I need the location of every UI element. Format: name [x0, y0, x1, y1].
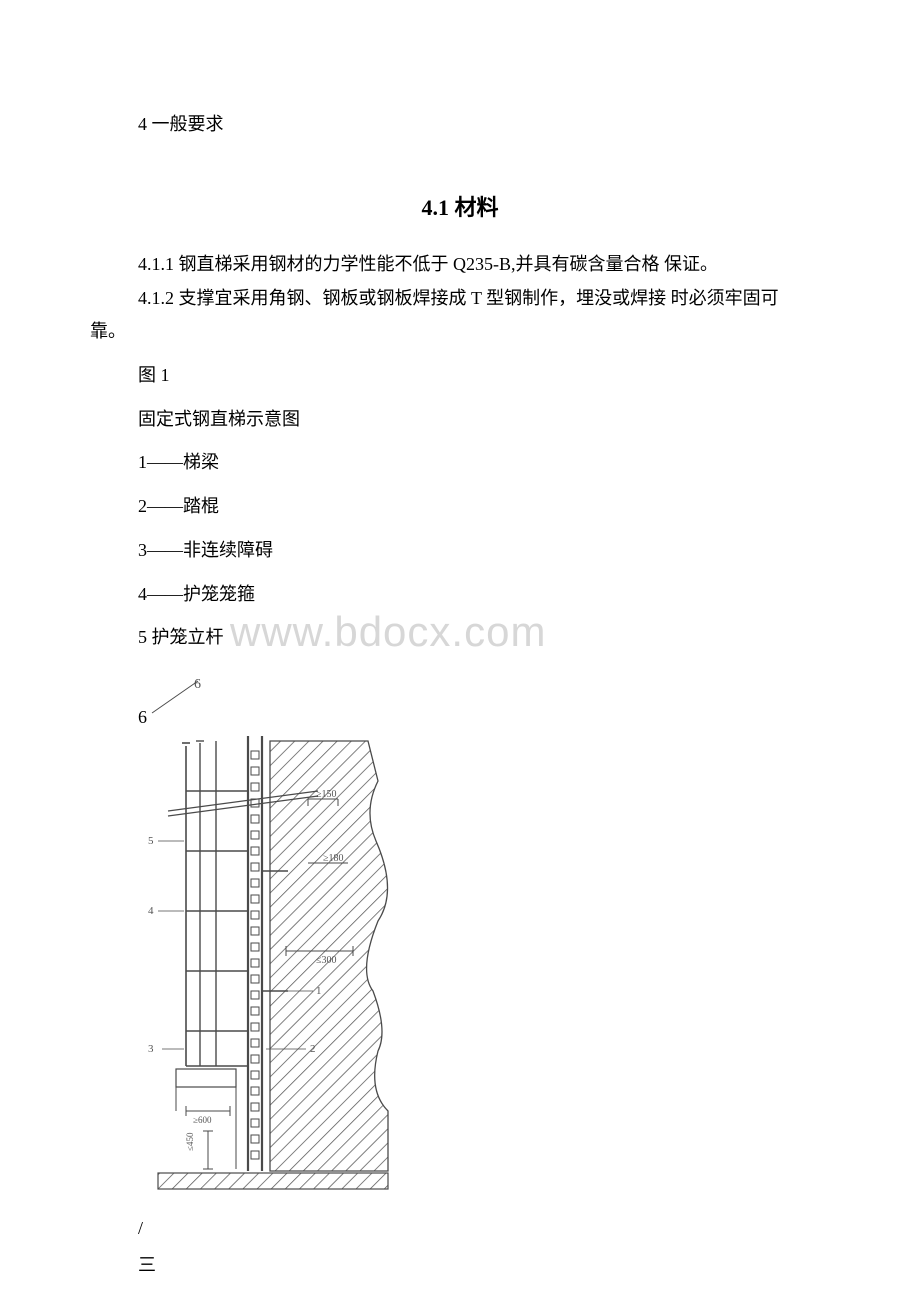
svg-text:1: 1 — [316, 985, 322, 997]
figure-caption: 固定式钢直梯示意图 — [90, 405, 830, 435]
tail-1: / — [90, 1214, 830, 1243]
svg-text:4: 4 — [148, 905, 154, 917]
section-title: 4 一般要求 — [90, 110, 830, 136]
svg-text:3: 3 — [148, 1043, 154, 1055]
ladder-diagram-svg: ≥150 ≥180 ≤300 1 2 5 4 3 — [138, 671, 438, 1201]
subsection-heading: 4.1 材料 — [90, 190, 830, 222]
watermark-text: www.bdocx.com — [230, 608, 546, 656]
subsection-number: 4.1 — [421, 195, 449, 220]
subsection-title: 材料 — [454, 195, 498, 220]
legend-1: 1——梯梁 — [90, 448, 830, 478]
legend-4: 4——护笼笼箍 — [90, 580, 830, 610]
paragraph-411: 4.1.1 钢直梯采用钢材的力学性能不低于 Q235-B,并具有碳含量合格 保证… — [90, 250, 830, 280]
section-number: 4 — [138, 114, 147, 134]
figure-label: 图 1 — [90, 361, 830, 391]
svg-text:≤300: ≤300 — [316, 955, 337, 966]
section-title-text: 一般要求 — [152, 114, 224, 134]
legend-3: 3——非连续障碍 — [90, 536, 830, 566]
svg-text:≥180: ≥180 — [323, 853, 344, 864]
svg-text:≥600: ≥600 — [193, 1115, 212, 1125]
tail-2: 三 — [90, 1251, 830, 1280]
legend-2: 2——踏棍 — [90, 492, 830, 522]
paragraph-412a: 4.1.2 支撑宜采用角钢、钢板或钢板焊接成 T 型钢制作，埋没或焊接 时必须牢… — [90, 284, 830, 314]
svg-text:≥150: ≥150 — [316, 789, 337, 800]
svg-text:≤450: ≤450 — [185, 1132, 195, 1151]
paragraph-412b: 靠。 — [90, 317, 830, 347]
figure-diagram: 6 6 — [138, 671, 458, 1206]
svg-text:2: 2 — [310, 1043, 316, 1055]
svg-text:5: 5 — [148, 835, 154, 847]
